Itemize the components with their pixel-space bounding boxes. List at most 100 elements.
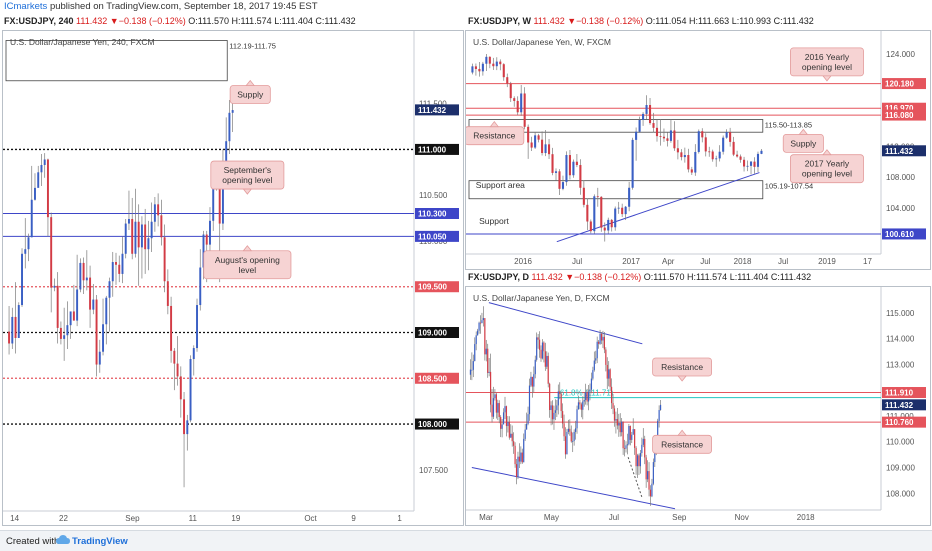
w-candle-body: [628, 187, 631, 207]
h4-chart-canvas[interactable]: 107.500 108.000 108.500 109.000 109.500 110.0…: [3, 31, 463, 525]
publisher-brand[interactable]: ICmarkets: [4, 1, 48, 12]
w-chart-panel[interactable]: 104.000108.000112.000116.000120.000124.0…: [465, 30, 931, 270]
w-level-tag-label: 100.610: [885, 230, 914, 239]
w-candle-body: [586, 204, 589, 222]
w-candle-body: [680, 152, 683, 158]
w-candle-body: [711, 151, 714, 160]
d-candle-body: [508, 421, 510, 438]
d-high: H:111.574: [686, 272, 728, 282]
h4-y-tick-label: 111.500: [419, 100, 447, 109]
w-candle-body: [718, 151, 721, 159]
w-level-tag-label: 116.970: [885, 104, 914, 113]
d-candle-body: [511, 433, 513, 442]
d-callout-line: Resistance: [661, 362, 703, 372]
w-candle-body: [708, 151, 711, 153]
h4-candle-body: [205, 234, 208, 245]
w-candle-body: [753, 161, 756, 167]
w-text-label: Support area: [476, 180, 525, 190]
d-open: O:111.570: [643, 272, 685, 282]
d-candle-body: [577, 402, 580, 410]
d-candle-body: [621, 421, 623, 433]
d-candle-body: [626, 444, 629, 446]
d-chart-canvas[interactable]: 108.000109.000110.000111.000112.000113.0…: [466, 287, 930, 525]
w-candle-body: [652, 123, 655, 128]
d-candle-body: [536, 337, 538, 360]
h4-candle-body: [199, 267, 202, 306]
h4-candle-body: [76, 289, 79, 321]
w-candle-body: [520, 93, 523, 113]
w-close: C:111.432: [773, 16, 814, 26]
d-down-arrow-icon: ▼: [565, 272, 575, 282]
w-candle-body: [471, 66, 474, 73]
h4-x-tick-label: Oct: [304, 514, 317, 523]
d-candle-body: [505, 406, 508, 427]
d-candle-body: [526, 423, 528, 430]
d-candle-body: [579, 402, 581, 405]
h4-y-tick-label: 107.500: [419, 466, 448, 475]
w-candle-body: [655, 127, 659, 137]
w-x-tick-label: 2019: [818, 257, 836, 266]
w-candle-body: [600, 196, 603, 228]
w-candle-body: [642, 113, 645, 120]
d-candle-body: [518, 456, 521, 462]
h4-candle-body: [134, 221, 137, 254]
h4-callout-line: level: [239, 265, 257, 275]
d-candle-body: [549, 383, 551, 411]
h4-candle-body: [108, 281, 111, 298]
d-candle-body: [544, 351, 546, 367]
w-callout-line: opening level: [802, 62, 852, 72]
d-candle-body: [538, 339, 541, 350]
h4-candle-body: [147, 238, 150, 250]
d-candle-body: [478, 322, 480, 331]
w-candle-body: [617, 207, 620, 209]
d-symbol[interactable]: FX:USDJPY, D: [468, 272, 530, 282]
tradingview-cloud-icon: [56, 534, 70, 549]
d-candle-body: [574, 428, 577, 432]
w-candle-body: [676, 148, 679, 153]
w-candle-body: [669, 130, 672, 141]
w-callout-line: Resistance: [473, 131, 515, 141]
d-candle-body: [547, 355, 549, 384]
w-candle-body: [638, 119, 641, 132]
d-candle-body: [517, 456, 519, 478]
d-candle-body: [487, 348, 489, 373]
d-candle-body: [500, 416, 502, 429]
w-last-price: 111.432: [533, 16, 565, 26]
w-chart-canvas[interactable]: 104.000108.000112.000116.000120.000124.0…: [466, 31, 930, 269]
d-candle-body: [576, 409, 578, 429]
d-candle-body: [632, 429, 634, 435]
d-candle-body: [484, 318, 486, 355]
w-candle-body: [544, 144, 547, 154]
w-candle-body: [506, 77, 509, 84]
d-candle-body: [631, 434, 633, 440]
w-text-label: Support: [479, 216, 509, 226]
d-candle-body: [564, 436, 567, 455]
w-open: O:111.054: [645, 16, 687, 26]
d-toolbar: FX:USDJPY, D 111.432 ▼−0.138 (−0.12%) O:…: [468, 272, 811, 286]
d-candle-body: [562, 411, 564, 424]
h4-candle-body: [202, 234, 205, 268]
d-candle-body: [492, 398, 495, 417]
d-candle-body: [479, 322, 482, 324]
d-trendline: [627, 457, 643, 499]
w-y-tick-label: 108.000: [886, 173, 915, 182]
d-candle-body: [595, 358, 597, 361]
h4-level-tag-label: 111.000: [418, 145, 447, 154]
h4-symbol[interactable]: FX:USDJPY, 240: [4, 16, 74, 26]
h4-level-tag-label: 109.500: [418, 283, 447, 292]
h4-chart-panel[interactable]: 107.500 108.000 108.500 109.000 109.500 110.0…: [2, 30, 464, 526]
d-candle-body: [530, 376, 532, 386]
w-candle-body: [697, 131, 700, 152]
d-candle-body: [618, 422, 620, 426]
d-y-tick-label: 108.000: [886, 489, 915, 498]
w-candle-body: [645, 105, 648, 114]
w-candle-body: [729, 132, 732, 142]
w-candle-body: [499, 61, 502, 65]
w-level-tag: [882, 228, 926, 240]
d-candle-body: [551, 405, 554, 420]
tradingview-link[interactable]: TradingView: [72, 536, 128, 547]
d-candle-body: [658, 410, 660, 421]
d-chart-panel[interactable]: 108.000109.000110.000111.000112.000113.0…: [465, 286, 931, 526]
d-candle-body: [586, 392, 588, 402]
w-symbol[interactable]: FX:USDJPY, W: [468, 16, 532, 26]
